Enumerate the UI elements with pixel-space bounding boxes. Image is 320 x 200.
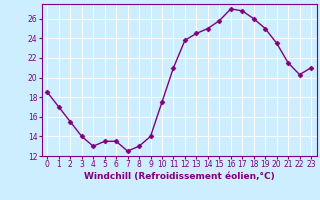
X-axis label: Windchill (Refroidissement éolien,°C): Windchill (Refroidissement éolien,°C) (84, 172, 275, 181)
